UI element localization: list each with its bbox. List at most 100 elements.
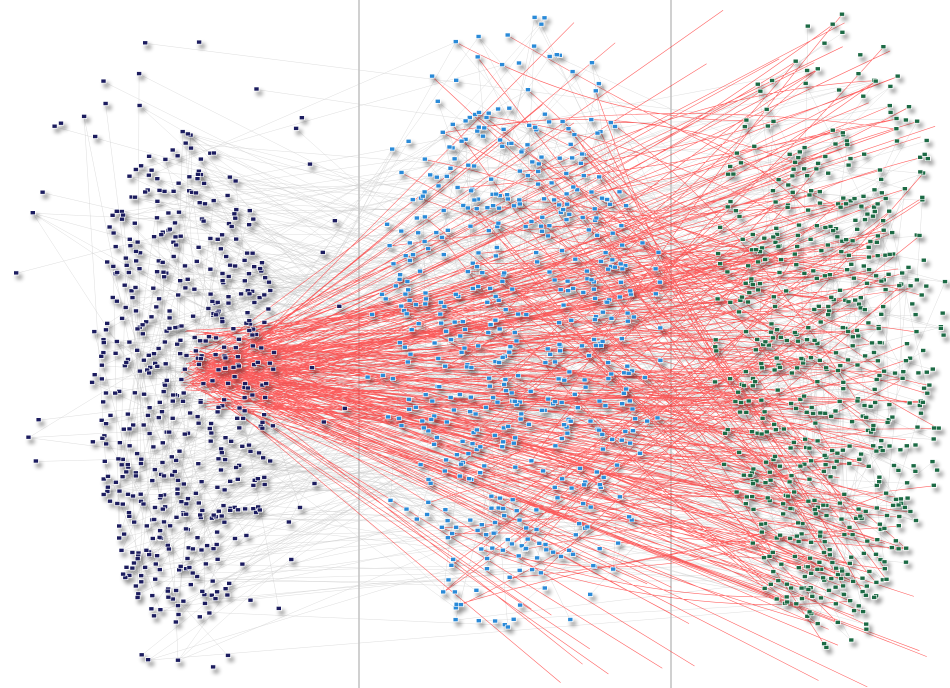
node[interactable] [448,562,455,568]
node[interactable] [871,187,878,193]
node[interactable] [186,174,193,180]
node[interactable] [454,185,461,190]
node[interactable] [795,338,801,344]
node[interactable] [854,227,861,232]
node[interactable] [934,467,940,473]
node[interactable] [624,363,631,369]
node[interactable] [174,491,181,497]
node[interactable] [233,236,239,242]
node[interactable] [341,406,348,411]
node[interactable] [35,417,42,423]
node[interactable] [907,355,913,361]
node[interactable] [772,304,778,309]
node[interactable] [488,505,495,511]
node[interactable] [829,448,836,453]
node[interactable] [565,126,572,131]
node[interactable] [903,443,910,449]
node[interactable] [600,475,607,480]
node[interactable] [142,565,148,570]
node[interactable] [527,389,534,394]
node[interactable] [717,261,724,267]
node[interactable] [749,494,756,499]
node[interactable] [772,427,779,433]
node[interactable] [592,317,598,322]
node[interactable] [509,541,515,547]
node[interactable] [196,39,202,45]
node[interactable] [871,595,878,600]
node[interactable] [451,407,457,413]
node[interactable] [187,410,193,416]
node[interactable] [167,523,173,529]
node[interactable] [820,575,826,581]
node[interactable] [214,237,221,242]
node[interactable] [770,188,776,193]
node[interactable] [858,451,864,457]
node[interactable] [209,592,215,598]
node[interactable] [553,52,560,58]
node[interactable] [828,413,835,419]
node[interactable] [844,572,851,577]
node[interactable] [232,215,239,221]
node[interactable] [802,436,809,442]
node[interactable] [449,122,456,127]
node[interactable] [492,433,498,438]
node[interactable] [214,589,220,595]
node[interactable] [161,274,167,280]
node[interactable] [598,259,604,264]
node[interactable] [336,303,343,309]
node[interactable] [814,379,821,385]
node[interactable] [493,253,499,259]
node[interactable] [767,477,774,483]
node[interactable] [841,491,848,497]
node[interactable] [473,427,480,433]
node[interactable] [863,621,870,627]
node[interactable] [516,201,523,207]
node[interactable] [841,532,848,537]
node[interactable] [938,325,944,331]
node[interactable] [406,406,412,412]
node[interactable] [397,272,403,278]
node[interactable] [743,329,749,334]
node[interactable] [533,527,540,532]
node[interactable] [119,474,126,480]
node[interactable] [198,356,204,361]
node[interactable] [227,478,233,484]
node[interactable] [924,156,931,161]
node[interactable] [777,532,783,538]
node[interactable] [625,370,632,376]
node[interactable] [442,507,449,513]
node[interactable] [160,269,167,275]
node[interactable] [446,144,453,150]
node[interactable] [161,189,168,194]
node[interactable] [757,281,763,286]
node[interactable] [154,176,161,181]
node[interactable] [761,555,767,561]
node[interactable] [766,342,772,348]
node[interactable] [816,358,823,363]
node[interactable] [121,426,127,432]
node[interactable] [457,473,463,479]
node[interactable] [618,437,625,443]
node[interactable] [156,296,162,302]
node[interactable] [743,494,750,500]
node[interactable] [130,493,136,499]
node[interactable] [165,210,172,216]
node[interactable] [244,250,250,256]
node[interactable] [822,225,829,230]
node[interactable] [531,15,538,20]
node[interactable] [123,469,130,475]
node[interactable] [657,279,663,285]
node[interactable] [460,203,467,208]
node[interactable] [750,507,757,512]
node[interactable] [851,608,857,613]
node[interactable] [538,154,545,160]
node[interactable] [931,425,937,431]
node[interactable] [216,508,222,514]
node[interactable] [566,212,573,217]
node[interactable] [202,338,209,344]
node[interactable] [788,401,794,406]
node[interactable] [485,330,492,335]
node[interactable] [434,99,441,104]
node[interactable] [854,362,861,368]
node[interactable] [106,224,113,230]
